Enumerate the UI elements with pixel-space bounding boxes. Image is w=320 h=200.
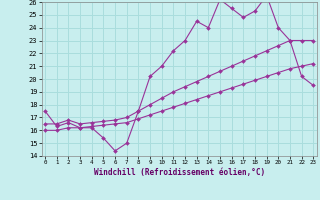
X-axis label: Windchill (Refroidissement éolien,°C): Windchill (Refroidissement éolien,°C) <box>94 168 265 177</box>
